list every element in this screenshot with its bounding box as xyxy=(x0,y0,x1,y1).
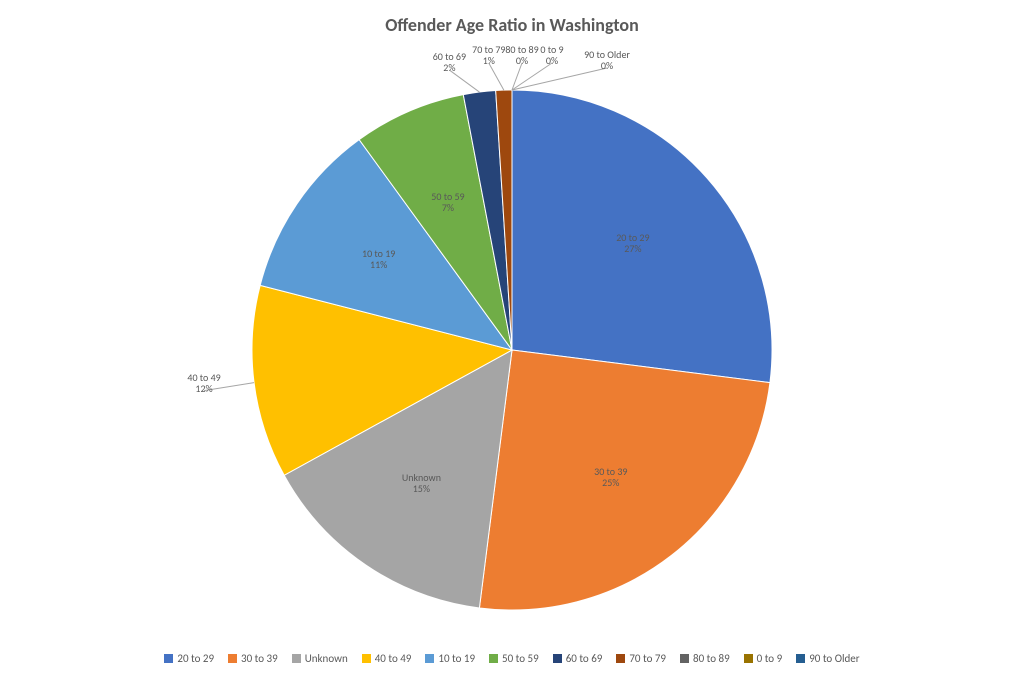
legend-label: 20 to 29 xyxy=(177,652,214,665)
legend-swatch xyxy=(292,654,301,663)
leader-line xyxy=(489,63,504,90)
legend: 20 to 29 30 to 39 Unknown 40 to 49 10 to 19 5… xyxy=(0,652,1024,665)
legend-label: 10 to 19 xyxy=(438,652,475,665)
legend-swatch xyxy=(616,654,625,663)
leader-line xyxy=(512,63,522,90)
legend-swatch xyxy=(553,654,562,663)
slice-label: 70 to 791% xyxy=(472,44,505,66)
legend-item: Unknown xyxy=(292,652,348,665)
legend-label: 60 to 69 xyxy=(566,652,603,665)
legend-swatch xyxy=(489,654,498,663)
legend-label: 50 to 59 xyxy=(502,652,539,665)
slice-label: Unknown15% xyxy=(402,472,441,494)
legend-item: 30 to 39 xyxy=(228,652,278,665)
legend-item: 10 to 19 xyxy=(425,652,475,665)
slice-label: 40 to 4912% xyxy=(187,372,220,394)
legend-swatch xyxy=(228,654,237,663)
legend-item: 0 to 9 xyxy=(744,652,783,665)
legend-item: 50 to 59 xyxy=(489,652,539,665)
slice-label: 30 to 3925% xyxy=(594,466,627,488)
slice-label: 20 to 2927% xyxy=(616,232,649,254)
slice-label: 10 to 1911% xyxy=(362,248,395,270)
pie-chart: Offender Age Ratio in Washington 20 to 2… xyxy=(0,0,1024,683)
legend-swatch xyxy=(362,654,371,663)
legend-label: 80 to 89 xyxy=(693,652,730,665)
legend-item: 70 to 79 xyxy=(616,652,666,665)
leader-line xyxy=(512,68,607,90)
legend-item: 90 to Older xyxy=(796,652,859,665)
slice-label: 80 to 890% xyxy=(505,44,538,66)
slice-label: 0 to 90% xyxy=(540,44,563,66)
legend-item: 40 to 49 xyxy=(362,652,412,665)
pie-plot xyxy=(0,0,1024,683)
slice-label: 50 to 597% xyxy=(431,191,464,213)
legend-swatch xyxy=(744,654,753,663)
legend-label: 40 to 49 xyxy=(375,652,412,665)
legend-swatch xyxy=(796,654,805,663)
slice-label: 90 to Older0% xyxy=(584,49,630,71)
leader-line xyxy=(512,63,552,90)
legend-item: 80 to 89 xyxy=(680,652,730,665)
slice-label: 60 to 692% xyxy=(433,51,466,73)
legend-label: Unknown xyxy=(305,652,348,665)
legend-label: 90 to Older xyxy=(809,652,859,665)
legend-swatch xyxy=(164,654,173,663)
legend-label: 70 to 79 xyxy=(629,652,666,665)
legend-item: 20 to 29 xyxy=(164,652,214,665)
legend-label: 0 to 9 xyxy=(757,652,783,665)
legend-item: 60 to 69 xyxy=(553,652,603,665)
legend-label: 30 to 39 xyxy=(241,652,278,665)
legend-swatch xyxy=(680,654,689,663)
legend-swatch xyxy=(425,654,434,663)
